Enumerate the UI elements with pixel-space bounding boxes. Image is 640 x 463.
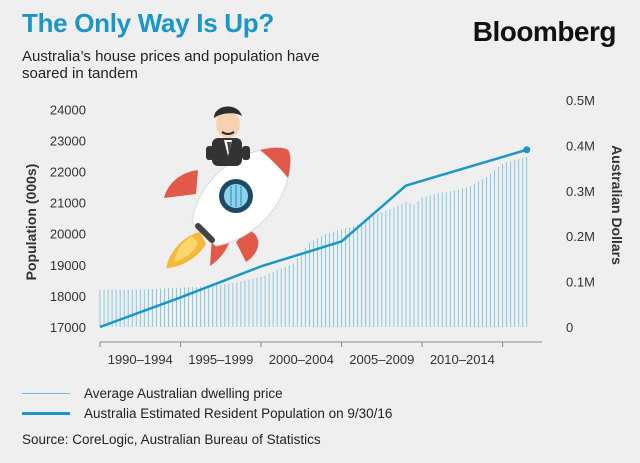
businessman-mustache (221, 131, 235, 135)
population-endpoint (523, 146, 531, 154)
right-tick-label: 0.1M (566, 275, 595, 290)
chart-title: The Only Way Is Up? (22, 8, 274, 38)
legend-label-price: Average Australian dwelling price (84, 385, 283, 401)
businessman-face (216, 110, 240, 138)
businessman-tie (227, 142, 231, 154)
rocket-nozzle (195, 223, 215, 243)
left-axis-ticks: 17000 18000 19000 20000 21000 22000 23000 24000 (50, 102, 86, 335)
rocket-nose (260, 147, 291, 178)
right-tick-label: 0 (566, 320, 573, 335)
left-axis-label: Population (000s) (23, 164, 39, 281)
source-note: Source: CoreLogic, Australian Bureau of … (22, 432, 321, 447)
left-tick-label: 18000 (50, 289, 86, 304)
rocket-window-glare (230, 185, 242, 207)
left-tick-label: 20000 (50, 227, 86, 242)
x-tick-label: 2010–2014 (430, 352, 495, 367)
right-axis-ticks: 0 0.1M 0.2M 0.3M 0.4M 0.5M (566, 93, 595, 335)
flame-inner (174, 236, 198, 262)
left-tick-label: 19000 (50, 258, 86, 273)
left-tick-label: 23000 (50, 133, 86, 148)
bloomberg-logo: Bloomberg (472, 16, 617, 47)
right-axis-label: Australian Dollars (609, 145, 625, 265)
x-tick-label: 1995–1999 (188, 352, 253, 367)
x-tick-label: 2000–2004 (269, 352, 334, 367)
x-tick-label: 2005–2009 (349, 352, 414, 367)
left-tick-label: 21000 (50, 196, 86, 211)
legend: Average Australian dwelling price Austra… (22, 383, 392, 423)
rocket-fin-right (236, 230, 259, 262)
legend-swatch-price (22, 392, 70, 394)
left-tick-label: 24000 (50, 102, 86, 117)
right-tick-label: 0.4M (566, 138, 595, 153)
chart-subtitle: Australia’s house prices and population … (22, 48, 320, 82)
right-tick-label: 0.2M (566, 229, 595, 244)
rocket-fin-left (164, 170, 198, 198)
population-series (99, 146, 531, 329)
x-tick-label: 1990–1994 (108, 352, 173, 367)
businessman-rocket-illustration (164, 106, 291, 268)
left-tick-label: 22000 (50, 165, 86, 180)
legend-item-population: Australia Estimated Resident Population … (22, 403, 392, 423)
x-axis-ticks: 1990–1994 1995–1999 2000–2004 2005–2009 2010… (99, 341, 542, 367)
legend-label-population: Australia Estimated Resident Population … (84, 405, 393, 421)
right-tick-label: 0.5M (566, 93, 595, 108)
businessman-hair (214, 106, 242, 118)
businessman-arm-left (206, 146, 214, 160)
population-line (99, 148, 528, 329)
businessman-arm-right (242, 146, 250, 160)
legend-swatch-population (22, 411, 70, 415)
right-tick-label: 0.3M (566, 184, 595, 199)
left-tick-label: 17000 (50, 320, 86, 335)
legend-item-price: Average Australian dwelling price (22, 383, 392, 403)
price-series (99, 156, 528, 327)
